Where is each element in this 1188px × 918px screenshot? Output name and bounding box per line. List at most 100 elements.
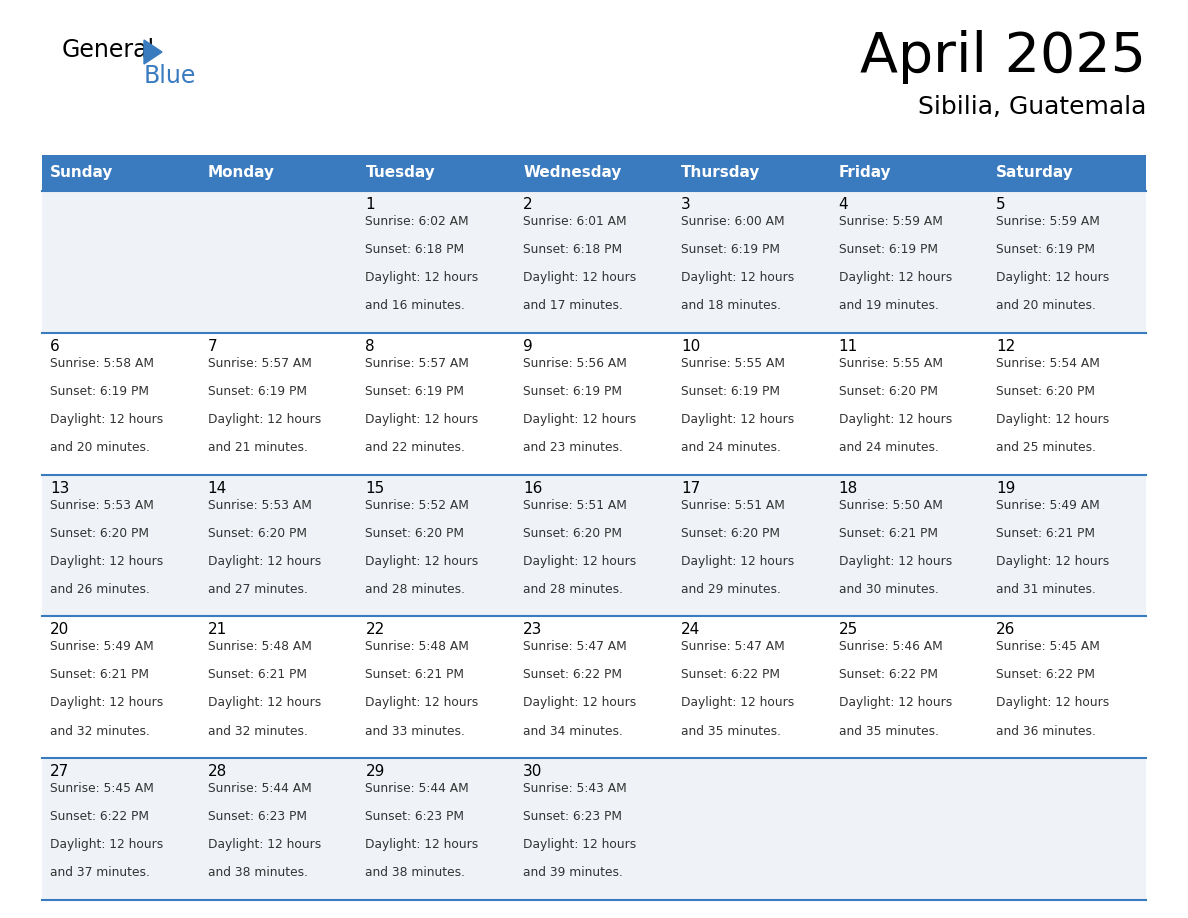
Text: Daylight: 12 hours: Daylight: 12 hours — [681, 413, 794, 426]
Text: Sunrise: 6:02 AM: Sunrise: 6:02 AM — [366, 215, 469, 228]
Text: 22: 22 — [366, 622, 385, 637]
Text: 27: 27 — [50, 764, 69, 779]
Text: Sunrise: 5:43 AM: Sunrise: 5:43 AM — [523, 782, 627, 795]
Text: Sunset: 6:21 PM: Sunset: 6:21 PM — [366, 668, 465, 681]
Text: Friday: Friday — [839, 165, 891, 181]
Text: April 2025: April 2025 — [860, 30, 1146, 84]
Text: and 36 minutes.: and 36 minutes. — [997, 724, 1097, 737]
Text: Sunset: 6:18 PM: Sunset: 6:18 PM — [523, 243, 623, 256]
Text: Sunrise: 5:53 AM: Sunrise: 5:53 AM — [208, 498, 311, 511]
Text: Daylight: 12 hours: Daylight: 12 hours — [50, 697, 163, 710]
Text: and 33 minutes.: and 33 minutes. — [366, 724, 466, 737]
Text: Daylight: 12 hours: Daylight: 12 hours — [839, 697, 952, 710]
Text: Sunrise: 5:47 AM: Sunrise: 5:47 AM — [681, 641, 784, 654]
Text: and 39 minutes.: and 39 minutes. — [523, 867, 623, 879]
Text: Sunset: 6:22 PM: Sunset: 6:22 PM — [997, 668, 1095, 681]
Text: Daylight: 12 hours: Daylight: 12 hours — [523, 271, 637, 284]
Text: Sunset: 6:23 PM: Sunset: 6:23 PM — [366, 811, 465, 823]
Bar — [200, 616, 358, 758]
Text: and 23 minutes.: and 23 minutes. — [523, 441, 623, 453]
Text: Daylight: 12 hours: Daylight: 12 hours — [523, 413, 637, 426]
Text: Daylight: 12 hours: Daylight: 12 hours — [366, 271, 479, 284]
Bar — [988, 475, 1146, 616]
Bar — [672, 155, 830, 191]
Text: General: General — [62, 38, 156, 62]
Text: Blue: Blue — [144, 64, 196, 88]
Text: Daylight: 12 hours: Daylight: 12 hours — [208, 697, 321, 710]
Text: Sunset: 6:21 PM: Sunset: 6:21 PM — [997, 527, 1095, 540]
Text: Daylight: 12 hours: Daylight: 12 hours — [997, 413, 1110, 426]
Bar — [672, 475, 830, 616]
Text: Sunset: 6:19 PM: Sunset: 6:19 PM — [997, 243, 1095, 256]
Text: Sunset: 6:19 PM: Sunset: 6:19 PM — [208, 385, 307, 397]
Bar — [42, 191, 200, 333]
Text: 21: 21 — [208, 622, 227, 637]
Text: Sunset: 6:18 PM: Sunset: 6:18 PM — [366, 243, 465, 256]
Text: Saturday: Saturday — [997, 165, 1074, 181]
Text: 4: 4 — [839, 197, 848, 212]
Bar — [830, 475, 988, 616]
Text: Sunrise: 5:45 AM: Sunrise: 5:45 AM — [50, 782, 154, 795]
Text: Sunset: 6:19 PM: Sunset: 6:19 PM — [839, 243, 937, 256]
Text: Sunset: 6:19 PM: Sunset: 6:19 PM — [50, 385, 148, 397]
Text: 5: 5 — [997, 197, 1006, 212]
Text: Sunrise: 5:44 AM: Sunrise: 5:44 AM — [366, 782, 469, 795]
Text: Sunrise: 5:52 AM: Sunrise: 5:52 AM — [366, 498, 469, 511]
Text: and 26 minutes.: and 26 minutes. — [50, 583, 150, 596]
Text: Daylight: 12 hours: Daylight: 12 hours — [523, 838, 637, 851]
Text: and 28 minutes.: and 28 minutes. — [523, 583, 624, 596]
Text: Sunset: 6:19 PM: Sunset: 6:19 PM — [523, 385, 623, 397]
Text: Sunset: 6:19 PM: Sunset: 6:19 PM — [366, 385, 465, 397]
Bar — [42, 475, 200, 616]
Text: Sunrise: 6:00 AM: Sunrise: 6:00 AM — [681, 215, 784, 228]
Bar — [516, 333, 672, 475]
Text: Daylight: 12 hours: Daylight: 12 hours — [839, 271, 952, 284]
Bar — [516, 155, 672, 191]
Text: and 25 minutes.: and 25 minutes. — [997, 441, 1097, 453]
Bar — [200, 155, 358, 191]
Text: and 27 minutes.: and 27 minutes. — [208, 583, 308, 596]
Bar — [200, 758, 358, 900]
Text: Sunset: 6:22 PM: Sunset: 6:22 PM — [523, 668, 623, 681]
Text: 24: 24 — [681, 622, 700, 637]
Text: Thursday: Thursday — [681, 165, 760, 181]
Text: Sunrise: 5:57 AM: Sunrise: 5:57 AM — [208, 357, 311, 370]
Text: Wednesday: Wednesday — [523, 165, 621, 181]
Bar — [42, 333, 200, 475]
Text: and 32 minutes.: and 32 minutes. — [50, 724, 150, 737]
Bar — [830, 333, 988, 475]
Text: Monday: Monday — [208, 165, 274, 181]
Text: Sunrise: 5:48 AM: Sunrise: 5:48 AM — [366, 641, 469, 654]
Text: and 30 minutes.: and 30 minutes. — [839, 583, 939, 596]
Text: Daylight: 12 hours: Daylight: 12 hours — [50, 413, 163, 426]
Text: Sunrise: 5:46 AM: Sunrise: 5:46 AM — [839, 641, 942, 654]
Text: and 32 minutes.: and 32 minutes. — [208, 724, 308, 737]
Text: Daylight: 12 hours: Daylight: 12 hours — [366, 554, 479, 567]
Text: and 19 minutes.: and 19 minutes. — [839, 299, 939, 312]
Text: Sunset: 6:20 PM: Sunset: 6:20 PM — [366, 527, 465, 540]
Text: Sunrise: 5:51 AM: Sunrise: 5:51 AM — [523, 498, 627, 511]
Bar — [358, 616, 516, 758]
Text: Sibilia, Guatemala: Sibilia, Guatemala — [917, 95, 1146, 119]
Text: and 38 minutes.: and 38 minutes. — [208, 867, 308, 879]
Text: and 20 minutes.: and 20 minutes. — [997, 299, 1097, 312]
Text: 12: 12 — [997, 339, 1016, 353]
Bar — [516, 758, 672, 900]
Bar — [672, 616, 830, 758]
Text: Sunrise: 5:49 AM: Sunrise: 5:49 AM — [997, 498, 1100, 511]
Bar — [672, 191, 830, 333]
Text: Daylight: 12 hours: Daylight: 12 hours — [997, 271, 1110, 284]
Text: 16: 16 — [523, 481, 543, 496]
Text: Sunset: 6:20 PM: Sunset: 6:20 PM — [50, 527, 148, 540]
Text: Daylight: 12 hours: Daylight: 12 hours — [208, 554, 321, 567]
Text: 25: 25 — [839, 622, 858, 637]
Bar — [672, 758, 830, 900]
Text: 13: 13 — [50, 481, 69, 496]
Text: and 38 minutes.: and 38 minutes. — [366, 867, 466, 879]
Text: Daylight: 12 hours: Daylight: 12 hours — [997, 554, 1110, 567]
Text: Sunset: 6:21 PM: Sunset: 6:21 PM — [839, 527, 937, 540]
Text: Sunrise: 5:59 AM: Sunrise: 5:59 AM — [839, 215, 942, 228]
Text: 8: 8 — [366, 339, 375, 353]
Bar — [516, 616, 672, 758]
Text: Sunset: 6:23 PM: Sunset: 6:23 PM — [208, 811, 307, 823]
